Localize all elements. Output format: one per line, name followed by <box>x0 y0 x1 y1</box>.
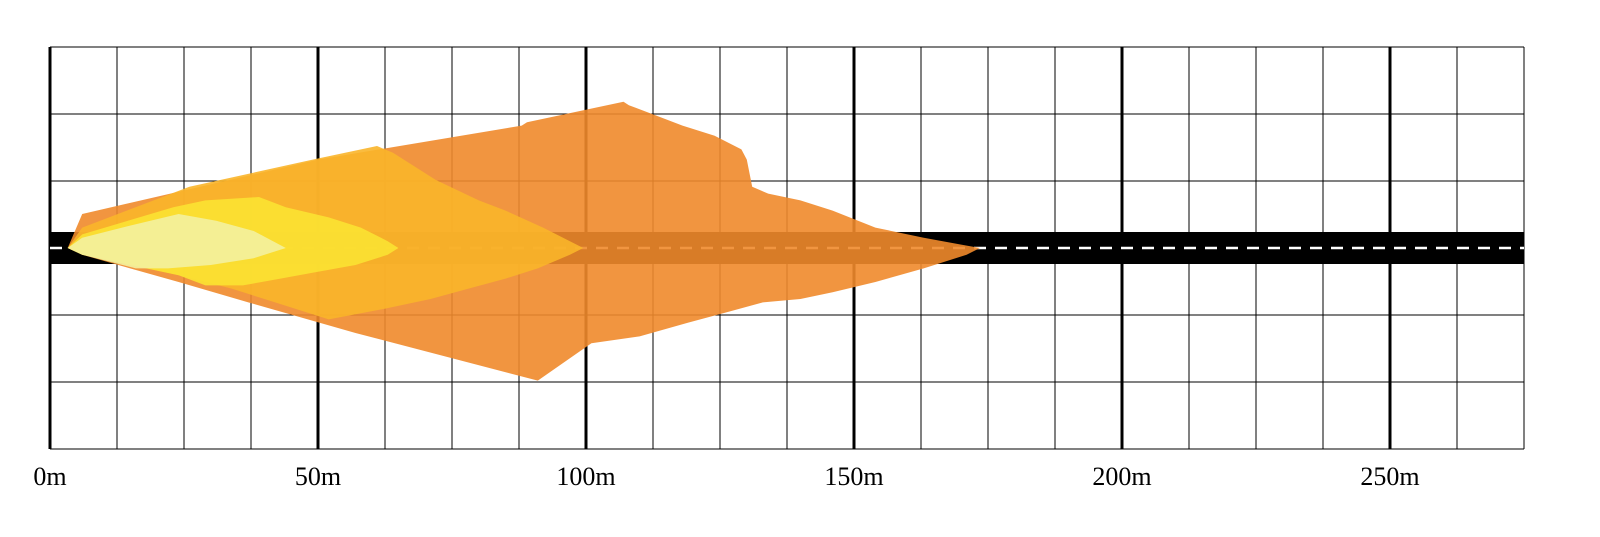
x-tick-label: 0m <box>33 462 66 491</box>
x-axis-tick-labels: 0m 50m 100m 150m 200m 250m <box>33 462 1419 491</box>
x-tick-label: 50m <box>295 462 341 491</box>
x-tick-label: 250m <box>1360 462 1419 491</box>
beam-area-3 <box>67 214 286 269</box>
x-tick-label: 150m <box>824 462 883 491</box>
x-tick-label: 100m <box>556 462 615 491</box>
beam-areas <box>67 101 980 381</box>
x-tick-label: 200m <box>1092 462 1151 491</box>
